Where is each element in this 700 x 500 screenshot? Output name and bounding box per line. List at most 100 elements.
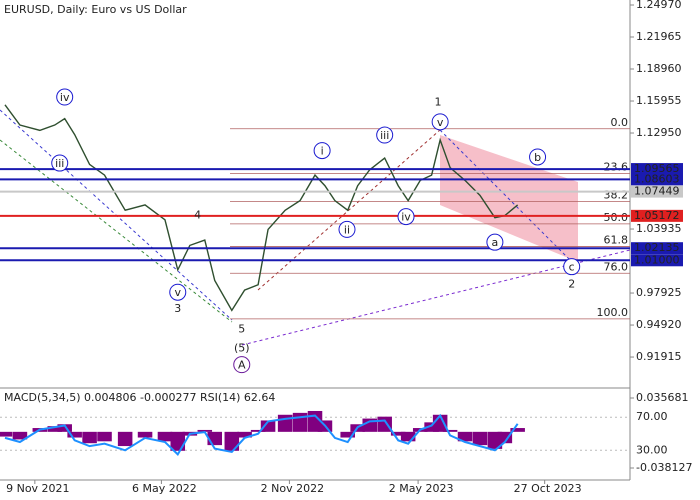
wave-label: ii: [344, 223, 350, 236]
level-box: [631, 185, 683, 198]
chart-title: EURUSD, Daily: Euro vs US Dollar: [4, 3, 187, 16]
macd-bar: [250, 429, 266, 432]
macd-bar: [12, 431, 28, 440]
fib-label: 38.2: [604, 188, 629, 201]
wave-circle: [397, 208, 415, 226]
macd-bar: [472, 431, 488, 446]
wave-circle: [529, 148, 547, 166]
macd-bar: [57, 424, 72, 432]
trendline: [257, 129, 441, 291]
wave-label: 5: [238, 322, 245, 335]
rsi-line: [4, 413, 519, 457]
x-tick-label: 9 Nov 2021: [6, 482, 69, 495]
y-tick-label: 0.97925: [636, 286, 682, 299]
level-box: [631, 242, 683, 255]
wave-label: v: [175, 286, 182, 299]
trendline: [0, 139, 233, 323]
wave-label: i: [321, 145, 324, 158]
wave-label: iv: [401, 211, 411, 224]
macd-bar: [224, 431, 240, 451]
fib-label: 76.0: [604, 260, 629, 273]
level-label: 1.09565: [634, 162, 680, 175]
wave-label: v: [437, 116, 444, 129]
y-tick-label: 70.00: [636, 410, 668, 423]
y-tick-label: 0.94920: [636, 318, 682, 331]
level-box: [631, 173, 683, 186]
wave-circle: [376, 126, 394, 144]
level-label: 1.02135: [634, 241, 680, 254]
wave-circle: [338, 220, 356, 238]
macd-bar: [237, 431, 252, 438]
level-box: [631, 254, 683, 267]
y-tick-label: 1.18960: [636, 62, 682, 75]
level-label: 1.08603: [634, 172, 680, 185]
indicator-label: MACD(5,34,5) 0.004806 -0.000277 RSI(14) …: [4, 391, 275, 404]
y-tick-label: 0.91915: [636, 350, 682, 363]
y-tick-label: 1.12950: [636, 126, 682, 139]
wave-circle: [563, 258, 581, 276]
trendline: [439, 129, 573, 263]
x-tick-label: 6 May 2022: [132, 482, 197, 495]
macd-bar: [497, 431, 513, 444]
macd-bar: [67, 431, 82, 438]
wave-circle: [169, 283, 187, 301]
macd-bar: [0, 431, 13, 437]
x-tick-label: 27 Oct 2023: [514, 482, 582, 495]
y-tick-label: -0.038127: [636, 461, 692, 474]
wave-label: iv: [60, 91, 70, 104]
wave-label: A: [238, 359, 246, 372]
y-tick-label: 1.15955: [636, 94, 682, 107]
y-tick-label: 30.00: [636, 443, 668, 456]
wave-circle: [51, 154, 69, 172]
macd-bar: [260, 420, 276, 432]
macd-bar: [400, 431, 416, 442]
wave-label: b: [534, 151, 541, 164]
wave-label: a: [492, 236, 499, 249]
x-tick-label: 2 Nov 2022: [261, 482, 324, 495]
fib-label: 50.0: [604, 211, 629, 224]
macd-bar: [340, 431, 355, 438]
price-line: [4, 104, 519, 312]
macd-bar: [117, 431, 133, 447]
level-label: 1.01000: [634, 253, 680, 266]
fib-label: 0.0: [611, 116, 629, 129]
fib-label: 23.6: [604, 161, 629, 174]
wave-label: 4: [194, 208, 201, 221]
level-label: 1.05172: [634, 209, 680, 222]
y-tick-label: 0.035681: [636, 391, 689, 404]
wave-circle: [313, 142, 331, 160]
macd-bar: [390, 431, 406, 436]
wave-label: (5): [234, 342, 250, 355]
macd-bar: [97, 431, 112, 442]
wave-label: 1: [435, 96, 442, 109]
macd-bar: [170, 431, 186, 451]
macd-bar: [424, 422, 439, 432]
fib-label: 100.0: [597, 306, 629, 319]
wave-label: c: [569, 261, 575, 274]
macd-bar: [137, 431, 153, 438]
y-tick-label: 1.24970: [636, 0, 682, 11]
wave-label: 3: [174, 302, 181, 315]
macd-bar: [197, 429, 213, 432]
level-label: 1.07449: [634, 185, 680, 198]
wave-circle: [486, 233, 504, 251]
wave-circle: [431, 113, 449, 131]
macd-bar: [442, 429, 458, 432]
macd-bar: [510, 428, 525, 432]
fib-label: 61.8: [604, 233, 629, 246]
y-tick-label: 1.03935: [636, 222, 682, 235]
level-box: [631, 209, 683, 222]
level-box: [631, 163, 683, 176]
wave-label: iii: [380, 129, 389, 142]
wave-circle: [233, 356, 251, 374]
x-tick-label: 2 May 2023: [389, 482, 454, 495]
macd-bar: [157, 431, 173, 442]
macd-bar: [457, 431, 473, 442]
macd-bar: [82, 431, 97, 444]
macd-bar: [277, 414, 293, 432]
y-tick-label: 1.21965: [636, 30, 682, 43]
wave-label: iii: [55, 157, 64, 170]
macd-bar: [47, 426, 63, 432]
